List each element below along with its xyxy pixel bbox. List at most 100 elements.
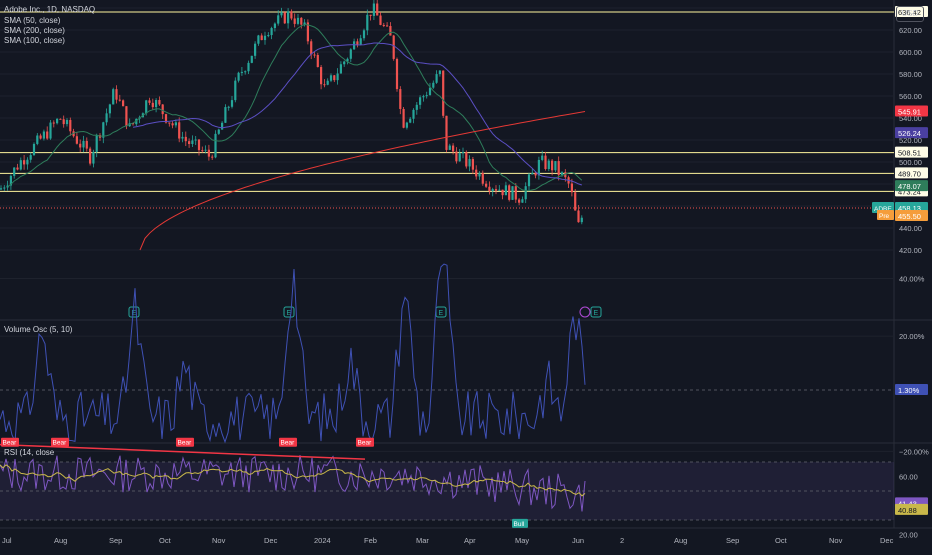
candle-body: [422, 96, 425, 98]
candle-body: [310, 41, 313, 55]
candle-body: [471, 159, 474, 170]
candle-body: [560, 172, 564, 175]
candle-body: [39, 135, 42, 139]
candle-body: [214, 133, 217, 158]
candle-body: [339, 64, 342, 74]
bear-badge-label: Bear: [358, 440, 373, 447]
candle-body: [544, 155, 547, 170]
candle-body: [115, 89, 118, 100]
candle-body: [458, 153, 461, 162]
candle-body: [303, 22, 306, 25]
candle-body: [293, 18, 296, 24]
candle-body: [168, 122, 171, 124]
candle-body: [524, 186, 527, 200]
earnings-marker-label: E: [132, 310, 137, 317]
sma-200-legend[interactable]: SMA (200, close): [4, 26, 65, 35]
currency-button[interactable]: USD: [896, 6, 924, 22]
candle-body: [574, 192, 577, 211]
candle-body: [353, 41, 356, 50]
time-axis-label: Nov: [829, 536, 843, 545]
time-axis-label: Aug: [674, 536, 687, 545]
time-axis-label: Oct: [159, 536, 172, 545]
candle-body: [9, 175, 12, 186]
osc-axis-label: 40.00%: [899, 275, 925, 284]
time-axis-label: Feb: [364, 536, 377, 545]
candle-body: [145, 100, 148, 114]
pre-tag: [877, 209, 894, 220]
candle-body: [178, 122, 181, 139]
candle-body: [415, 104, 418, 110]
candle-body: [227, 106, 230, 108]
candle-body: [105, 113, 108, 123]
candle-body: [207, 149, 210, 157]
candle-body: [3, 187, 6, 189]
rsi-legend[interactable]: RSI (14, close: [4, 448, 55, 457]
sma-100-line: [132, 42, 582, 186]
earnings-marker: [590, 306, 602, 318]
candle-body: [359, 38, 362, 45]
candle-body: [508, 185, 511, 200]
candle-body: [481, 172, 484, 184]
candle-body: [0, 188, 3, 190]
time-axis-label: Nov: [212, 536, 226, 545]
candle-body: [435, 74, 438, 83]
osc-value-tag: [895, 384, 928, 395]
earnings-marker: [128, 306, 140, 318]
candle-body: [280, 12, 283, 16]
candle-body: [287, 11, 290, 24]
candle-body: [448, 145, 451, 150]
earnings-marker-label: E: [287, 310, 292, 317]
candle-body: [547, 160, 550, 170]
candle-body: [201, 150, 204, 152]
candle-body: [343, 61, 346, 65]
sma-value-tag: [895, 180, 928, 192]
time-axis-label: Oct: [775, 536, 788, 545]
rsi-ma-value-label: 40.88: [898, 506, 917, 515]
candle-body: [125, 106, 128, 127]
candle-body: [247, 62, 250, 72]
symbol-title[interactable]: Adobe Inc., 1D, NASDAQ: [4, 5, 96, 14]
candle-body: [455, 151, 458, 162]
candle-body: [224, 107, 227, 123]
sma-100-legend[interactable]: SMA (100, close): [4, 36, 65, 45]
candle-body: [488, 186, 491, 192]
candle-body: [395, 58, 399, 90]
candle-body: [122, 100, 125, 107]
candle-body: [531, 172, 534, 175]
time-axis-label: Sep: [109, 536, 122, 545]
candle-body: [148, 100, 151, 103]
candle-body: [197, 139, 201, 151]
candle-body: [118, 99, 121, 101]
candle-body: [217, 129, 220, 134]
sma-50-legend[interactable]: SMA (50, close): [4, 16, 61, 25]
candle-body: [527, 174, 531, 187]
time-axis-label: Mar: [416, 536, 429, 545]
candle-body: [475, 169, 478, 177]
candle-body: [65, 119, 69, 125]
candle-body: [151, 102, 154, 108]
candle-body: [514, 186, 517, 200]
candle-body: [108, 104, 111, 114]
sma-value-tag: [895, 127, 928, 139]
candle-body: [75, 136, 78, 144]
candle-body: [290, 11, 293, 19]
candle-body: [240, 71, 243, 73]
candle-body: [445, 115, 448, 150]
candle-body: [42, 131, 45, 139]
candle-body: [557, 161, 560, 175]
volume-osc-legend[interactable]: Volume Osc (5, 10): [4, 325, 73, 334]
bear-divergence-line: [0, 443, 366, 460]
candle-body: [372, 3, 375, 16]
bull-badge: [512, 518, 528, 528]
candle-body: [577, 210, 580, 223]
candle-body: [234, 80, 237, 101]
time-axis-label: Jul: [2, 536, 12, 545]
candle-body: [263, 35, 267, 41]
candle-body: [541, 155, 544, 160]
candle-body: [570, 183, 573, 193]
sma-50-line: [7, 23, 583, 192]
candle-body: [494, 189, 498, 191]
candle-body: [211, 156, 214, 158]
